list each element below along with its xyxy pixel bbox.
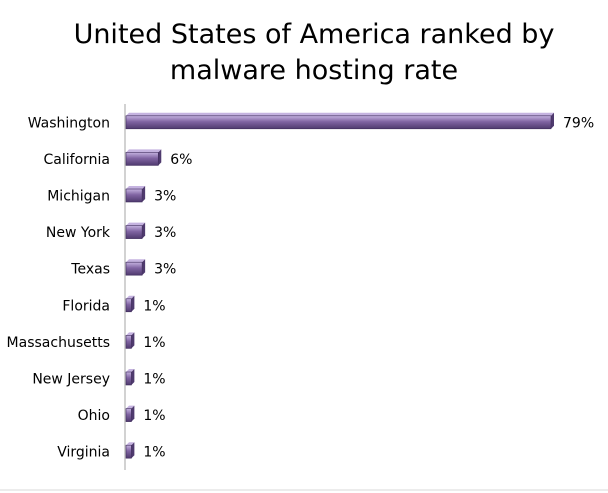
data-label: 3%: [154, 225, 176, 241]
category-label: Texas: [70, 262, 110, 278]
bar: [125, 152, 159, 166]
bar-side-face: [142, 186, 146, 202]
category-label: New Jersey: [32, 372, 110, 388]
bar-top-face: [126, 295, 135, 299]
bar-top-face: [126, 405, 135, 409]
bar-side-face: [131, 295, 135, 312]
bar-top-face: [126, 332, 135, 336]
bar: [125, 298, 132, 313]
bar-top-face: [126, 112, 554, 116]
bar: [125, 115, 552, 130]
chart-title-line-2: malware hosting rate: [170, 55, 458, 86]
data-label: 1%: [143, 335, 165, 351]
bar-side-face: [131, 369, 135, 385]
bar-side-face: [131, 405, 135, 422]
category-label: Ohio: [78, 408, 110, 424]
bars-group: Washington 79% California 6% Michigan 3% New Y…: [7, 112, 594, 461]
bar: [125, 188, 143, 203]
bar-top-face: [126, 222, 146, 226]
category-label: New York: [46, 225, 111, 241]
bar: [125, 444, 132, 459]
bar: [125, 335, 132, 349]
data-label: 6%: [170, 152, 192, 168]
category-label: Florida: [62, 298, 110, 314]
bar-side-face: [551, 112, 554, 129]
bar: [125, 408, 132, 422]
data-label: 79%: [563, 115, 594, 131]
bar-side-face: [142, 222, 146, 239]
bar-top-face: [126, 442, 135, 446]
bar: [125, 261, 143, 276]
data-label: 3%: [154, 189, 176, 205]
category-label: Virginia: [57, 445, 110, 461]
bar-top-face: [126, 369, 135, 372]
category-label: Washington: [28, 115, 110, 131]
category-label: Massachusetts: [7, 335, 110, 351]
bar-side-face: [131, 332, 135, 349]
bar-side-face: [158, 149, 162, 166]
data-label: 1%: [143, 298, 165, 314]
data-label: 1%: [143, 445, 165, 461]
bar-side-face: [131, 442, 135, 459]
bar: [125, 225, 143, 239]
data-label: 1%: [143, 372, 165, 388]
bar-top-face: [126, 149, 162, 153]
bar: [125, 371, 132, 386]
chart-title-line-1: United States of America ranked by: [74, 19, 555, 50]
data-label: 1%: [143, 408, 165, 424]
category-label: Michigan: [47, 189, 110, 205]
data-label: 3%: [154, 262, 176, 278]
bar-top-face: [126, 259, 146, 263]
category-label: California: [44, 152, 110, 168]
bar-top-face: [126, 186, 146, 189]
bar-side-face: [142, 259, 146, 276]
